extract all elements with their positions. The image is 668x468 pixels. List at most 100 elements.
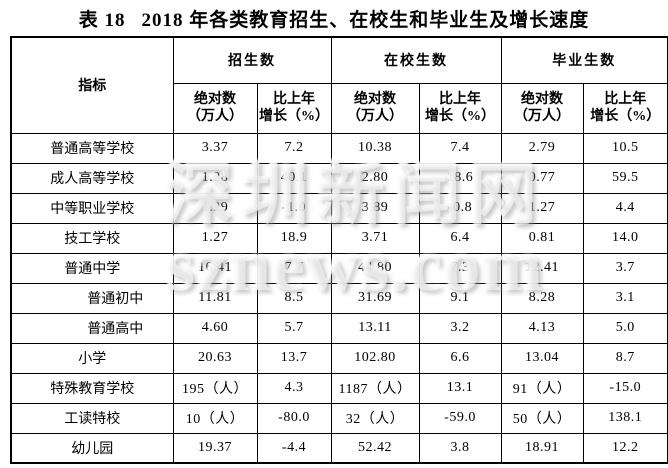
cell-value: 12.41	[500, 252, 584, 284]
cell-value: 44.80	[330, 252, 420, 284]
cell-value: 1.29	[172, 192, 258, 224]
subheader-line: 增长（%）	[425, 109, 495, 124]
cell-value: 7.2	[256, 132, 332, 164]
cell-value: 31.69	[330, 282, 420, 314]
cell-value: 3.89	[330, 192, 420, 224]
cell-value: 3.2	[418, 312, 502, 344]
table-row: 普通高中 4.60 5.7 13.11 3.2 4.13 5.0	[10, 312, 668, 344]
table-title: 表 18 2018 年各类教育招生、在校生和毕业生及增长速度	[0, 5, 668, 32]
cell-value: 4.4	[582, 192, 668, 224]
cell-value: 12.2	[582, 432, 668, 464]
table-row: 中等职业学校 1.29 -1.0 3.89 -0.8 1.27 4.4	[10, 192, 668, 224]
cell-value: 32（人）	[330, 402, 420, 434]
cell-value: 102.80	[330, 342, 420, 374]
subheader-students-absolute: 绝对数 （万人）	[330, 82, 420, 134]
table-row: 幼儿园 19.37 -4.4 52.42 3.8 18.91 12.2	[10, 432, 668, 464]
cell-value: 11.81	[172, 282, 258, 314]
cell-value: 18.91	[500, 432, 584, 464]
subheader-students-growth: 比上年 增长（%）	[418, 82, 502, 134]
cell-value: 16.41	[172, 252, 258, 284]
header-indicator: 指标	[10, 36, 174, 134]
cell-value: -0.8	[418, 192, 502, 224]
subheader-graduates-growth: 比上年 增长（%）	[582, 82, 668, 134]
cell-value: 19.37	[172, 432, 258, 464]
cell-value: 91（人）	[500, 372, 584, 404]
cell-value: 4.13	[500, 312, 584, 344]
cell-value: 4.60	[172, 312, 258, 344]
cell-value: -1.0	[256, 192, 332, 224]
cell-value: 13.11	[330, 312, 420, 344]
header-group-enrollment: 招生数	[172, 36, 332, 84]
cell-value: 3.1	[582, 282, 668, 314]
cell-value: 5.7	[256, 312, 332, 344]
cell-value: 18.9	[256, 222, 332, 254]
cell-value: -4.4	[256, 432, 332, 464]
row-label: 特殊教育学校	[10, 372, 174, 404]
cell-value: 3.8	[418, 432, 502, 464]
cell-value: 1.27	[500, 192, 584, 224]
cell-value: 18.6	[418, 162, 502, 194]
cell-value: 6.6	[418, 342, 502, 374]
cell-value: -15.0	[582, 372, 668, 404]
table-number: 表 18	[78, 10, 126, 31]
cell-value: 7.4	[418, 132, 502, 164]
cell-value: 59.5	[582, 162, 668, 194]
subheader-enrollment-growth: 比上年 增长（%）	[256, 82, 332, 134]
subheader-line: 比上年	[604, 92, 647, 107]
row-label: 技工学校	[10, 222, 174, 254]
subheader-line: （万人）	[187, 109, 243, 124]
table-row: 工读特校 10（人） -80.0 32（人） -59.0 50（人） 138.1	[10, 402, 668, 434]
subheader-line: 绝对数	[194, 92, 236, 107]
table-title-text: 2018 年各类教育招生、在校生和毕业生及增长速度	[141, 10, 590, 31]
cell-value: 14.0	[582, 222, 668, 254]
cell-value: 40.1	[256, 162, 332, 194]
education-stats-table: 指标 招生数 在校生数 毕业生数 绝对数 （万人） 比上年 增长（%） 绝对数 …	[10, 36, 668, 464]
table-row: 普通中学 16.41 7.7 44.80 7.3 12.41 3.7	[10, 252, 668, 284]
cell-value: 50（人）	[500, 402, 584, 434]
table-row: 小学 20.63 13.7 102.80 6.6 13.04 8.7	[10, 342, 668, 374]
cell-value: 7.3	[418, 252, 502, 284]
cell-value: 8.7	[582, 342, 668, 374]
table-row: 特殊教育学校 195（人） 4.3 1187（人） 13.1 91（人） -15…	[10, 372, 668, 404]
cell-value: -80.0	[256, 402, 332, 434]
cell-value: 0.77	[500, 162, 584, 194]
cell-value: 13.7	[256, 342, 332, 374]
table-row: 成人高等学校 1.28 40.1 2.80 18.6 0.77 59.5	[10, 162, 668, 194]
cell-value: -59.0	[418, 402, 502, 434]
cell-value: 2.80	[330, 162, 420, 194]
cell-value: 9.1	[418, 282, 502, 314]
cell-value: 0.81	[500, 222, 584, 254]
subheader-enrollment-absolute: 绝对数 （万人）	[172, 82, 258, 134]
cell-value: 138.1	[582, 402, 668, 434]
subheader-line: 绝对数	[521, 92, 563, 107]
cell-value: 3.7	[582, 252, 668, 284]
header-group-graduates: 毕业生数	[500, 36, 668, 84]
cell-value: 1.28	[172, 162, 258, 194]
subheader-line: 增长（%）	[590, 109, 661, 124]
cell-value: 4.3	[256, 372, 332, 404]
row-label: 成人高等学校	[10, 162, 174, 194]
row-label: 普通中学	[10, 252, 174, 284]
row-label: 中等职业学校	[10, 192, 174, 224]
subheader-graduates-absolute: 绝对数 （万人）	[500, 82, 584, 134]
row-label: 工读特校	[10, 402, 174, 434]
row-label: 普通初中	[10, 282, 174, 314]
subheader-line: （万人）	[514, 109, 570, 124]
cell-value: 10（人）	[172, 402, 258, 434]
cell-value: 1.27	[172, 222, 258, 254]
cell-value: 8.5	[256, 282, 332, 314]
table-row: 技工学校 1.27 18.9 3.71 6.4 0.81 14.0	[10, 222, 668, 254]
table-row: 普通初中 11.81 8.5 31.69 9.1 8.28 3.1	[10, 282, 668, 314]
cell-value: 8.28	[500, 282, 584, 314]
table-row: 普通高等学校 3.37 7.2 10.38 7.4 2.79 10.5	[10, 132, 668, 164]
row-label: 普通高中	[10, 312, 174, 344]
subheader-line: 比上年	[273, 92, 315, 107]
cell-value: 3.71	[330, 222, 420, 254]
subheader-line: （万人）	[347, 109, 403, 124]
row-label: 小学	[10, 342, 174, 374]
header-group-students: 在校生数	[330, 36, 502, 84]
cell-value: 5.0	[582, 312, 668, 344]
cell-value: 13.1	[418, 372, 502, 404]
cell-value: 6.4	[418, 222, 502, 254]
